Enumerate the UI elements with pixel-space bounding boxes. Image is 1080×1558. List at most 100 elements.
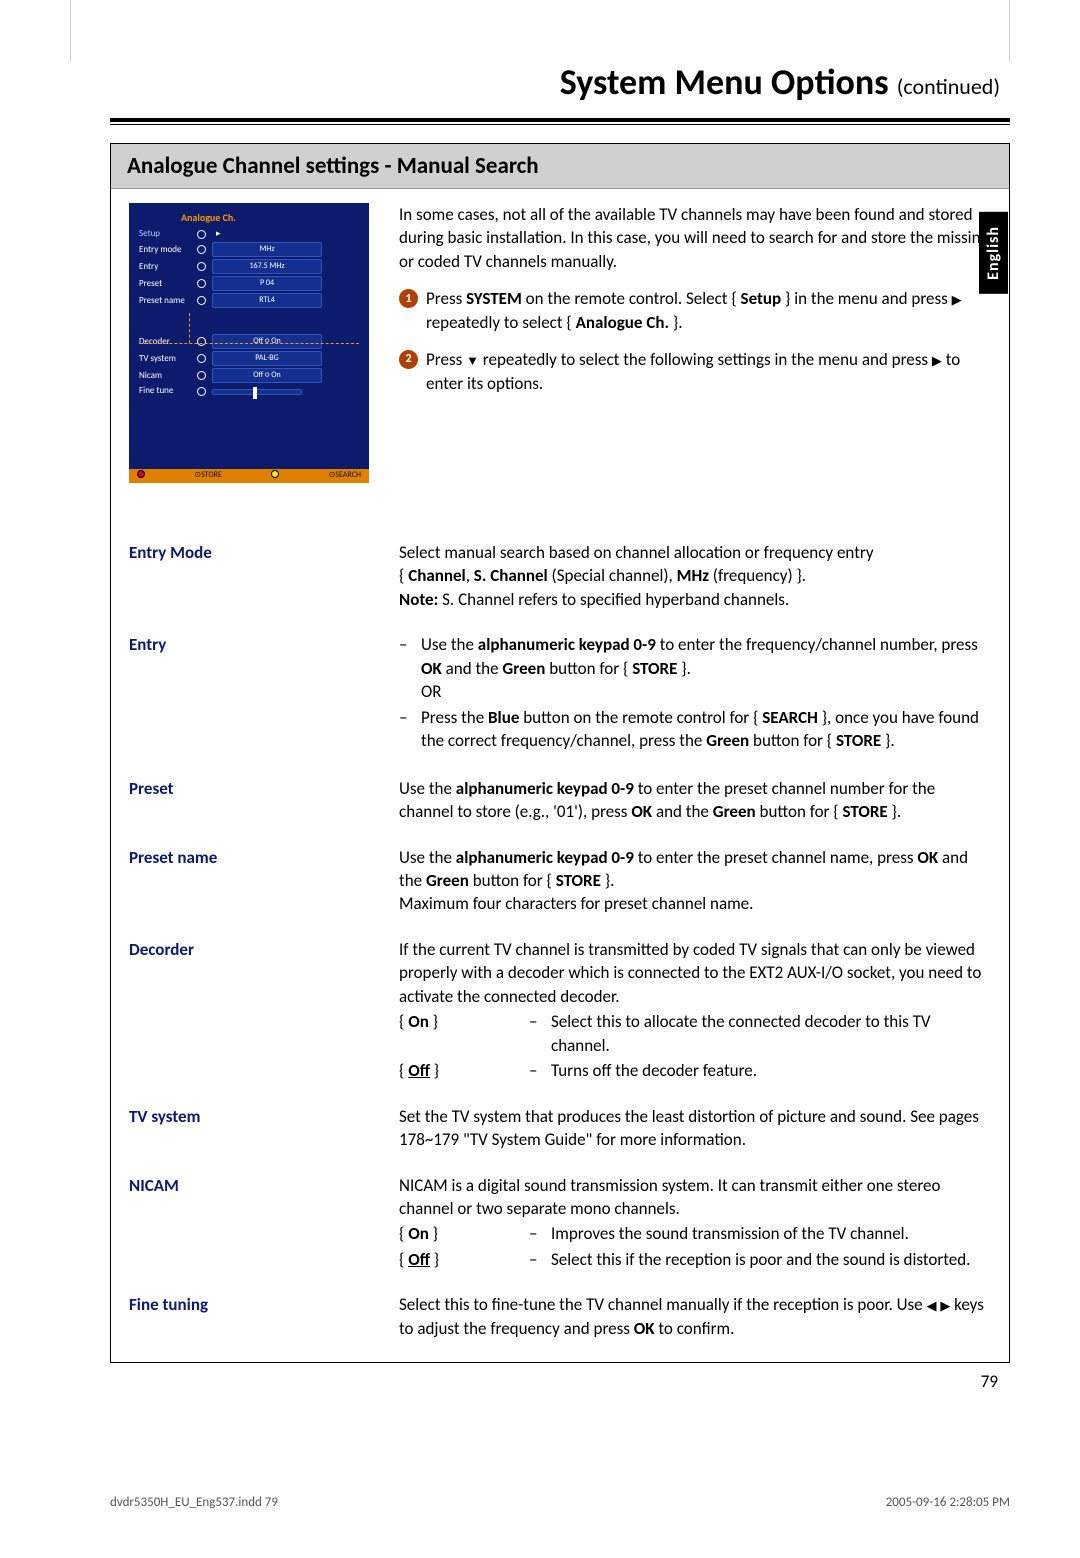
def-term-tv-system: TV system <box>129 1083 399 1152</box>
def-body: NICAM is a digital sound transmission sy… <box>399 1152 991 1272</box>
nav-circle-icon <box>197 230 206 239</box>
text: }. <box>669 312 682 333</box>
yellow-dot-icon <box>271 470 279 478</box>
right-arrow-icon <box>932 349 942 370</box>
nav-circle-icon <box>197 387 206 396</box>
option-row: { Off } – Turns off the decoder feature. <box>399 1059 991 1082</box>
screenshot-row: Fine tune <box>129 384 369 398</box>
screenshot-row: Preset name RTL4 <box>129 292 369 309</box>
def-body: Use the alphanumeric keypad 0-9 to enter… <box>399 755 991 824</box>
screenshot-row: TV system PAL-BG <box>129 350 369 367</box>
separator <box>139 343 359 344</box>
screenshot-row: Setup ▸ <box>129 227 369 241</box>
nav-circle-icon <box>197 296 206 305</box>
title-continued: (continued) <box>897 73 1000 100</box>
nav-circle-icon <box>197 245 206 254</box>
text: Note: S. Channel refers to specified hyp… <box>399 588 991 611</box>
text: Select manual search based on channel al… <box>399 541 991 564</box>
rule <box>110 124 1010 125</box>
option-row: { Off } – Select this if the reception i… <box>399 1248 991 1271</box>
nav-circle-icon <box>197 371 206 380</box>
screenshot-row: Nicam Off ○ On <box>129 367 369 384</box>
option-key: { Off } <box>399 1059 529 1082</box>
footer-left: dvdr5350H_EU_Eng537.indd 79 <box>110 1495 278 1510</box>
list-item: –Use the alphanumeric keypad 0-9 to ente… <box>399 633 991 703</box>
red-dot-icon <box>137 470 145 478</box>
text: on the remote control. Select { <box>522 288 741 309</box>
page-title: System Menu Options (continued) <box>110 60 1010 104</box>
row-value: Off ○ On <box>212 368 322 383</box>
row-label: Fine tune <box>139 385 197 397</box>
text: If the current TV channel is transmitted… <box>399 938 991 1008</box>
def-term-nicam: NICAM <box>129 1152 399 1272</box>
footer-right: 2005-09-16 2:28:05 PM <box>886 1495 1010 1510</box>
text: repeatedly to select the following setti… <box>479 349 932 370</box>
row-label: Preset name <box>139 295 197 307</box>
text-bold: Setup <box>741 288 782 309</box>
def-term-decorder: Decorder <box>129 916 399 1083</box>
nav-circle-icon <box>197 354 206 363</box>
crop-mark <box>70 0 71 62</box>
row-label: Entry <box>139 261 197 273</box>
dash: – <box>529 1222 551 1245</box>
step-2: 2 Press repeatedly to select the followi… <box>399 348 991 395</box>
text-bold: Analogue Ch. <box>576 312 669 333</box>
def-body: If the current TV channel is transmitted… <box>399 916 991 1083</box>
right-column: In some cases, not all of the available … <box>399 203 991 501</box>
def-body: Use the alphanumeric keypad 0-9 to enter… <box>399 824 991 916</box>
text-bold: SYSTEM <box>466 288 522 309</box>
option-row: { On } – Select this to allocate the con… <box>399 1010 991 1057</box>
option-key: { On } <box>399 1222 529 1245</box>
row-value: MHz <box>212 242 322 257</box>
screenshot-title: Analogue Ch. <box>129 203 369 227</box>
def-term-entry-mode: Entry Mode <box>129 519 399 611</box>
down-arrow-icon <box>466 349 479 370</box>
dotted-line <box>189 313 190 343</box>
definitions: Entry Mode Select manual search based on… <box>111 519 1009 1362</box>
setup-label: Setup <box>139 228 197 240</box>
def-term-fine-tuning: Fine tuning <box>129 1271 399 1340</box>
text: } in the menu and press <box>781 288 951 309</box>
option-key: { On } <box>399 1010 529 1057</box>
nav-circle-icon <box>197 337 206 346</box>
step-body: Press repeatedly to select the following… <box>426 348 991 395</box>
def-body: Select this to fine-tune the TV channel … <box>399 1271 991 1340</box>
page-number: 79 <box>110 1371 1010 1392</box>
text: Use the alphanumeric keypad 0-9 to enter… <box>399 846 991 893</box>
footer: dvdr5350H_EU_Eng537.indd 79 2005-09-16 2… <box>110 1495 1010 1510</box>
option-key: { Off } <box>399 1248 529 1271</box>
step-body: Press SYSTEM on the remote control. Sele… <box>426 287 991 334</box>
section-header: Analogue Channel settings - Manual Searc… <box>111 144 1009 189</box>
step-1: 1 Press SYSTEM on the remote control. Se… <box>399 287 991 334</box>
def-body: Select manual search based on channel al… <box>399 519 991 611</box>
text: Maximum four characters for preset chann… <box>399 892 991 915</box>
screenshot-row: Decoder Off ○ On <box>129 333 369 350</box>
text: repeatedly to select { <box>426 312 576 333</box>
body-area: Analogue Ch. Setup ▸ Entry mode MHz Entr… <box>111 189 1009 519</box>
def-term-entry: Entry <box>129 611 399 754</box>
def-term-preset: Preset <box>129 755 399 824</box>
row-label: Preset <box>139 278 197 290</box>
option-value: Select this if the reception is poor and… <box>551 1248 970 1271</box>
text: { Channel, S. Channel (Special channel),… <box>399 564 991 587</box>
nav-circle-icon <box>197 279 206 288</box>
language-tab: English <box>979 212 1008 294</box>
intro-text: In some cases, not all of the available … <box>399 203 991 273</box>
list-item: –Press the Blue button on the remote con… <box>399 706 991 753</box>
row-label: Entry mode <box>139 244 197 256</box>
right-arrow-icon <box>940 1294 950 1315</box>
slider-icon <box>212 389 302 395</box>
screenshot-row: Entry mode MHz <box>129 241 369 258</box>
dash: – <box>529 1010 551 1057</box>
row-value: PAL-BG <box>212 351 322 366</box>
option-value: Select this to allocate the connected de… <box>551 1010 991 1057</box>
option-value: Improves the sound transmission of the T… <box>551 1222 909 1245</box>
rule <box>110 118 1010 122</box>
def-term-preset-name: Preset name <box>129 824 399 916</box>
text: NICAM is a digital sound transmission sy… <box>399 1174 991 1221</box>
row-label: TV system <box>139 353 197 365</box>
arrow-icon: ▸ <box>216 228 221 240</box>
option-value: Turns off the decoder feature. <box>551 1059 757 1082</box>
screenshot-row: Preset P 04 <box>129 275 369 292</box>
row-label: Nicam <box>139 370 197 382</box>
